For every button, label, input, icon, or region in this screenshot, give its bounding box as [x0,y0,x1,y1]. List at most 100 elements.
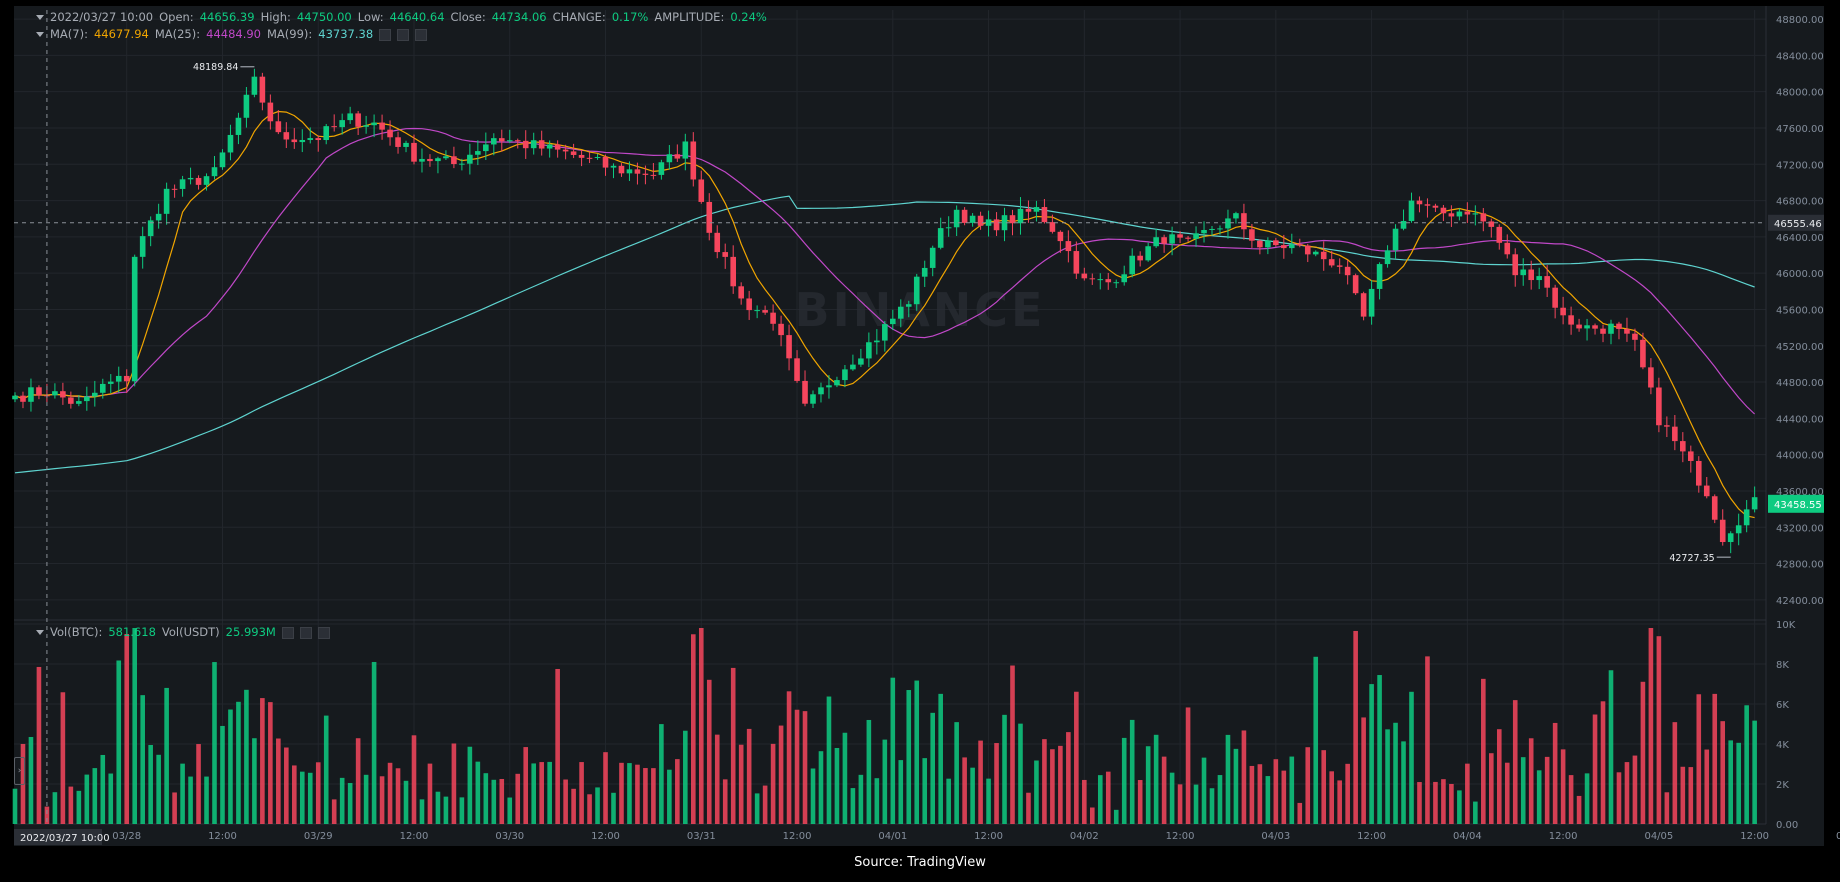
volume-bar [643,768,648,824]
candle-layer [12,68,1758,554]
volume-bar [770,743,776,824]
volume-bar [371,661,377,824]
settings-icon[interactable] [299,626,312,639]
candle-body [921,267,928,277]
volume-bar [1201,757,1207,824]
volume-bar [84,774,90,824]
volume-bar [228,709,233,824]
volume-bar [220,725,225,824]
candle-body [1727,533,1734,543]
volume-bar [818,751,824,824]
volume-bar [1337,780,1342,824]
candle-body [315,138,322,141]
candle-body [451,156,457,165]
volume-bar [1409,691,1414,824]
volume-bar [802,711,808,824]
volume-bar [1433,781,1438,824]
volume-bar [1584,773,1590,824]
candle-body [235,117,242,135]
volume-bar [1233,748,1239,824]
change-value: 0.17% [611,10,649,24]
candle-body [1392,228,1399,251]
crosshair-price-label: 46555.46 [1774,219,1822,230]
candle-body [858,358,864,365]
time-tick-label: 12:00 [1549,831,1578,842]
candle-body [1552,287,1558,308]
volume-bar [706,679,712,824]
volume-bar [28,737,34,824]
volume-bar [595,787,600,824]
volume-bar [659,724,664,824]
candle-body [882,324,888,341]
candle-body [99,383,106,393]
volume-tick-label: 0.00 [1776,820,1798,831]
price-tick-label: 42800.00 [1776,560,1824,571]
volume-tick-label: 4K [1776,740,1789,751]
candle-body [427,158,433,162]
volume-bar [1353,630,1358,824]
volume-bar [762,785,768,824]
volume-bar [603,752,608,824]
volume-bar [355,738,361,824]
volume-bar [499,778,505,824]
candle-body [387,129,393,138]
candle-body [283,132,290,140]
volume-bar [962,757,967,824]
visibility-toggle-icon[interactable] [281,626,294,639]
candle-body [1424,204,1431,206]
volume-bar [347,783,353,824]
candle-body [1648,367,1654,388]
volume-bar [1137,780,1143,824]
candle-body [1145,246,1151,261]
candle-body [1033,207,1040,212]
collapse-arrow-icon[interactable] [36,630,44,635]
candle-body [1265,240,1271,248]
volume-bar [236,701,241,824]
volume-bar [978,740,983,824]
volume-bar [531,763,536,824]
candle-body [498,138,505,142]
collapse-arrow-icon[interactable] [36,32,44,37]
close-icon[interactable] [317,626,330,639]
candle-body [1719,519,1726,543]
candle-body [1608,323,1614,334]
volume-bar [1305,747,1311,824]
candle-body [20,395,26,402]
visibility-toggle-icon[interactable] [379,28,392,41]
candle-body [107,381,114,384]
volume-bar [754,793,760,824]
volume-bar [1265,776,1271,824]
volume-bar [1496,729,1502,824]
candle-body [435,158,441,162]
expand-panel-handle[interactable]: › [14,757,25,785]
time-tick-label: 04/01 [878,831,907,842]
high-label: High: [260,10,291,24]
candle-body [1241,213,1247,230]
axis-layer: 42400.00 42800.00 43200.00 43600.00 44000.00… [14,15,1840,845]
time-tick-label: 12:00 [208,831,237,842]
candle-body [1536,276,1542,281]
collapse-arrow-icon[interactable] [36,15,44,20]
volume-bar [172,792,177,824]
volume-bar [858,774,864,824]
candle-body [1304,245,1311,255]
volume-bar [1090,807,1095,824]
volume-tick-label: 10K [1776,620,1796,631]
candle-body [1169,234,1175,244]
candle-body [475,151,481,155]
candle-body [491,138,497,145]
volume-bar [507,797,513,824]
time-tick-label: 12:00 [974,831,1003,842]
candle-body [307,138,314,140]
candle-body [650,174,657,176]
candle-body [1695,460,1702,486]
candle-body [1735,525,1742,534]
close-icon[interactable] [415,28,428,41]
settings-icon[interactable] [397,28,410,41]
volume-bar [778,725,784,824]
volume-bar [667,769,672,824]
volume-bar [427,763,433,824]
candle-body [634,169,641,174]
